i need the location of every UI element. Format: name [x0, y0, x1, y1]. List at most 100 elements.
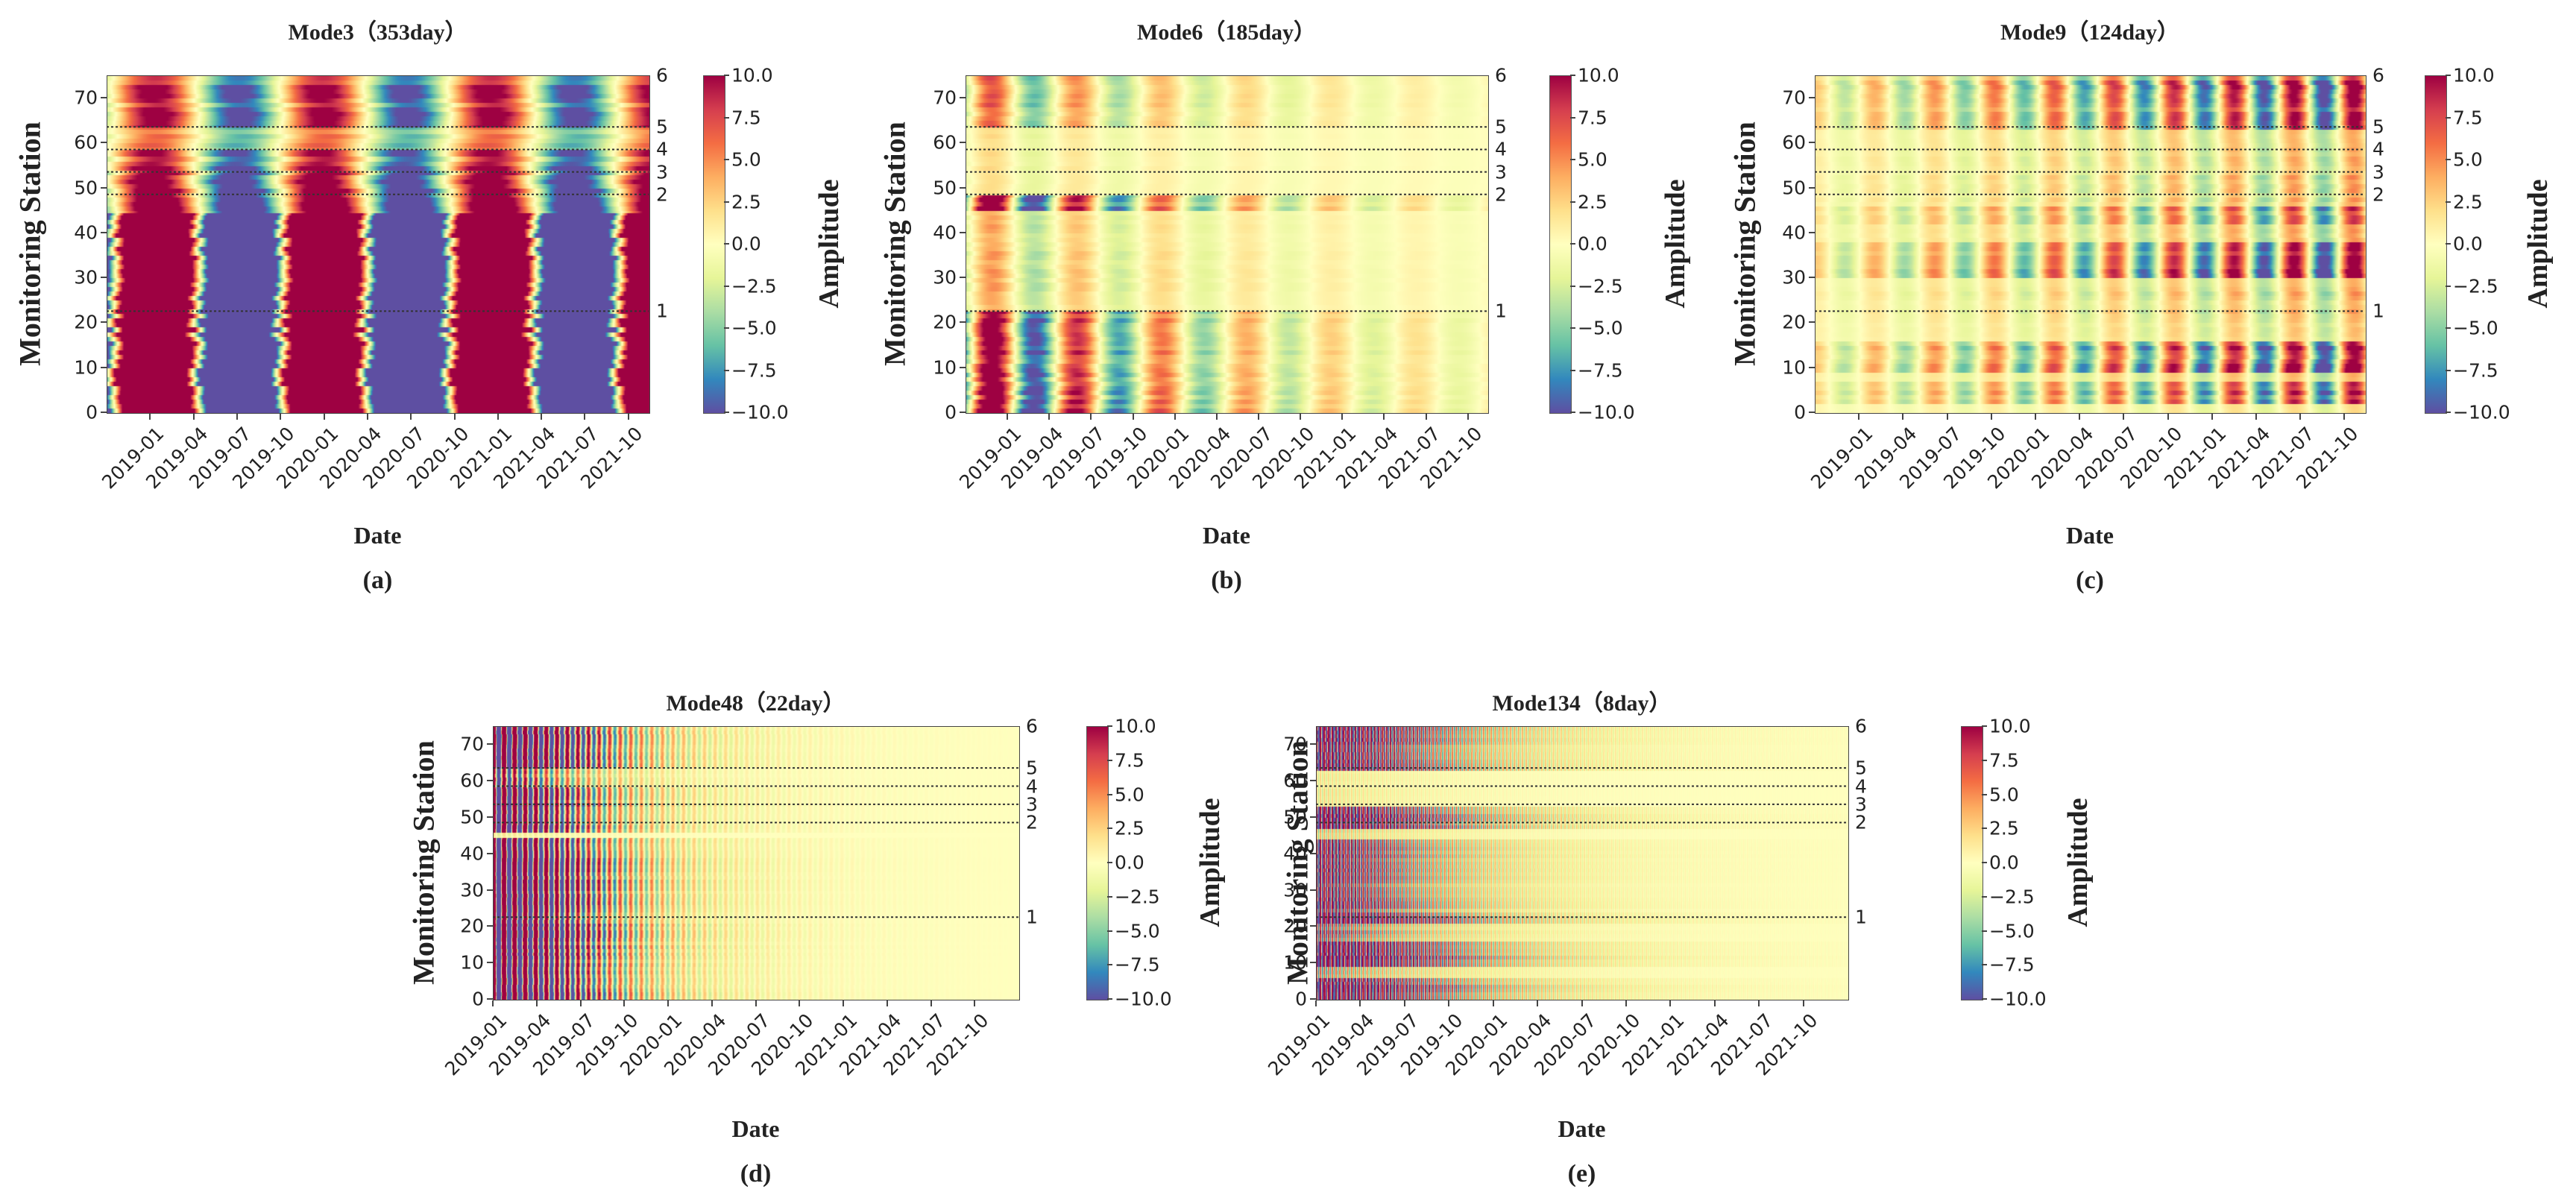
y-tick-label: 60: [933, 131, 957, 154]
x-tick-mark: [579, 1000, 582, 1006]
y-tick-mark: [960, 97, 966, 99]
y-tick-label: 40: [1782, 221, 1806, 244]
panel-label: (e): [1567, 1160, 1596, 1188]
group-label: 3: [1026, 793, 1038, 816]
colorbar-tick-label: −5.0: [2453, 317, 2498, 339]
x-tick-mark: [1425, 414, 1427, 420]
y-tick-mark: [960, 231, 966, 233]
colorbar-tick-label: 2.5: [1989, 817, 2019, 839]
x-tick-mark: [623, 1000, 626, 1006]
colorbar-label: Amplitude: [1660, 179, 1691, 309]
x-tick-mark: [799, 1000, 801, 1006]
y-axis-label: Monitoring Station: [878, 122, 912, 366]
y-tick-label: 50: [933, 177, 957, 199]
y-tick-label: 0: [1794, 401, 1806, 423]
chart-title: Mode48（22day）: [666, 691, 845, 716]
y-tick-label: 20: [74, 311, 98, 333]
colorbar-tick-mark: [1570, 201, 1575, 203]
group-label: 5: [1026, 757, 1038, 779]
y-tick-mark: [1310, 780, 1316, 782]
colorbar-tick-mark: [724, 243, 729, 245]
y-tick-mark: [487, 816, 493, 818]
x-tick-mark: [1341, 414, 1344, 420]
group-label: 4: [1026, 775, 1038, 798]
y-tick-mark: [1809, 97, 1815, 99]
y-tick-mark: [960, 186, 966, 189]
colorbar-tick-label: −5.0: [1578, 317, 1623, 339]
y-tick-mark: [1809, 321, 1815, 324]
colorbar-tick-mark: [724, 285, 729, 287]
colorbar-tick-label: −10.0: [1989, 988, 2047, 1010]
colorbar-tick-label: 0.0: [1989, 851, 2019, 874]
colorbar-label: Amplitude: [2522, 179, 2554, 309]
y-tick-mark: [1310, 852, 1316, 854]
x-tick-mark: [1669, 1000, 1672, 1006]
x-tick-mark: [2167, 414, 2169, 420]
group-label: 5: [656, 116, 668, 138]
y-tick-label: 40: [460, 842, 484, 865]
colorbar-tick-label: 2.5: [2453, 191, 2483, 212]
x-tick-mark: [535, 1000, 538, 1006]
colorbar-tick-mark: [1570, 285, 1575, 287]
colorbar-tick-label: 10.0: [1578, 64, 1619, 86]
x-tick-mark: [2255, 414, 2257, 420]
group-label: 2: [656, 183, 668, 206]
y-tick-label: 40: [74, 221, 98, 244]
x-tick-mark: [541, 414, 543, 420]
group-label: 4: [1495, 138, 1507, 160]
group-label: 3: [656, 161, 668, 183]
y-tick-label: 10: [460, 951, 484, 974]
y-tick-label: 50: [460, 806, 484, 828]
colorbar-tick-label: 2.5: [731, 191, 761, 212]
colorbar-tick-label: 10.0: [731, 64, 773, 86]
y-tick-label: 20: [1283, 915, 1307, 937]
colorbar-tick-label: 10.0: [2453, 64, 2495, 86]
colorbar-tick-label: 5.0: [731, 148, 761, 171]
y-tick-mark: [960, 142, 966, 144]
colorbar-tick-label: −10.0: [1115, 988, 1172, 1010]
colorbar: [1086, 726, 1109, 1000]
y-tick-label: 70: [460, 733, 484, 755]
x-tick-mark: [584, 414, 586, 420]
y-tick-label: 60: [1782, 131, 1806, 154]
y-tick-label: 10: [74, 356, 98, 379]
y-tick-mark: [960, 366, 966, 368]
colorbar-tick-label: −2.5: [731, 275, 777, 297]
x-tick-mark: [1174, 414, 1176, 420]
x-tick-mark: [1132, 414, 1134, 420]
x-axis-label: Date: [2066, 522, 2114, 549]
colorbar-tick-mark: [2446, 201, 2451, 203]
x-tick-mark: [930, 1000, 932, 1006]
colorbar-tick-mark: [1570, 243, 1575, 245]
x-axis-label: Date: [353, 522, 402, 549]
group-label: 1: [1026, 906, 1038, 928]
group-label: 1: [656, 300, 668, 322]
panel-label: (a): [362, 567, 393, 594]
colorbar-tick-label: 7.5: [2453, 107, 2483, 128]
colorbar-tick-mark: [1107, 793, 1112, 795]
heatmap-plot-area: [966, 75, 1489, 414]
chart-title: Mode3（353day）: [288, 20, 467, 45]
colorbar-tick-label: −7.5: [1578, 359, 1623, 381]
x-tick-mark: [843, 1000, 844, 1006]
colorbar-tick-mark: [2446, 327, 2451, 329]
colorbar-tick-label: 0.0: [2453, 233, 2483, 255]
colorbar-tick-mark: [2446, 116, 2451, 119]
colorbar-tick-label: −5.0: [731, 317, 777, 339]
y-tick-label: 30: [1283, 879, 1307, 901]
group-label: 2: [1026, 811, 1038, 833]
x-tick-mark: [1537, 1000, 1539, 1006]
colorbar-tick-mark: [724, 159, 729, 160]
x-tick-mark: [1315, 1000, 1317, 1006]
heatmap-cells: [107, 76, 649, 413]
x-tick-mark: [1448, 1000, 1450, 1006]
group-label: 1: [1495, 300, 1507, 322]
y-tick-label: 0: [472, 988, 484, 1010]
colorbar: [2425, 75, 2447, 414]
x-tick-mark: [2299, 414, 2302, 420]
y-tick-mark: [1310, 816, 1316, 818]
panel-label: (b): [1211, 567, 1242, 594]
y-tick-mark: [101, 231, 107, 233]
y-axis-label: Monitoring Station: [1728, 122, 1762, 366]
x-tick-mark: [1802, 1000, 1804, 1006]
